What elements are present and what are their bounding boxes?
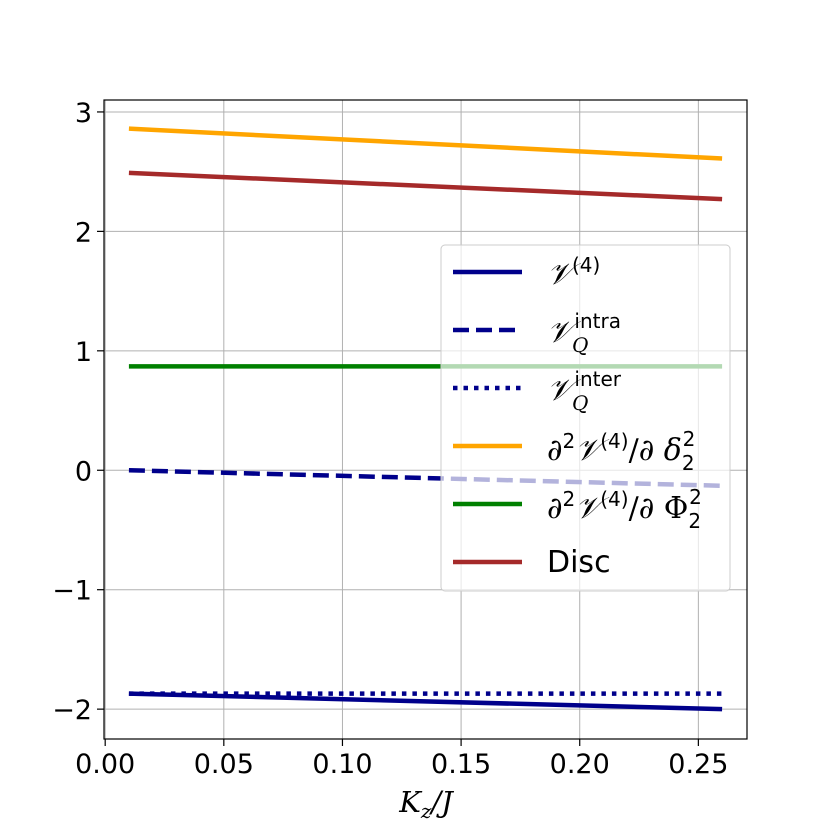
series-line-0 — [128, 691, 723, 712]
x-tick-label: 0.20 — [550, 749, 610, 780]
y-tick-label: −1 — [52, 576, 92, 607]
legend-label-d2-phi: ∂2𝒱(4)/∂ Φ22 — [547, 485, 702, 533]
x-tick-label: 0.25 — [668, 749, 728, 780]
y-tick-label: 0 — [75, 456, 92, 487]
legend-label-disc: Disc — [547, 545, 611, 580]
y-tick-label: 2 — [75, 217, 92, 248]
x-tick-label: 0.05 — [194, 749, 254, 780]
x-axis-label: Kz/J — [398, 785, 454, 823]
legend-frame — [440, 244, 731, 592]
x-tick-label: 0.15 — [431, 749, 491, 780]
axis-ticks: 0.00 0.05 0.10 0.15 0.20 0.25 −2 −1 0 1 2 3 — [52, 98, 728, 780]
y-tick-label: 1 — [75, 337, 92, 368]
series-line-5 — [128, 170, 723, 202]
series-line-3 — [128, 126, 723, 161]
plot-frame — [103, 99, 748, 740]
x-tick-label: 0.00 — [75, 749, 135, 780]
y-tick-label: −2 — [52, 695, 92, 726]
x-tick-label: 0.10 — [312, 749, 372, 780]
y-tick-label: 3 — [75, 98, 92, 129]
legend: 𝒱(4) 𝒱Qintra 𝒱Qinter ∂2𝒱(4)/∂ δ22 ∂2𝒱(4)… — [440, 244, 731, 592]
